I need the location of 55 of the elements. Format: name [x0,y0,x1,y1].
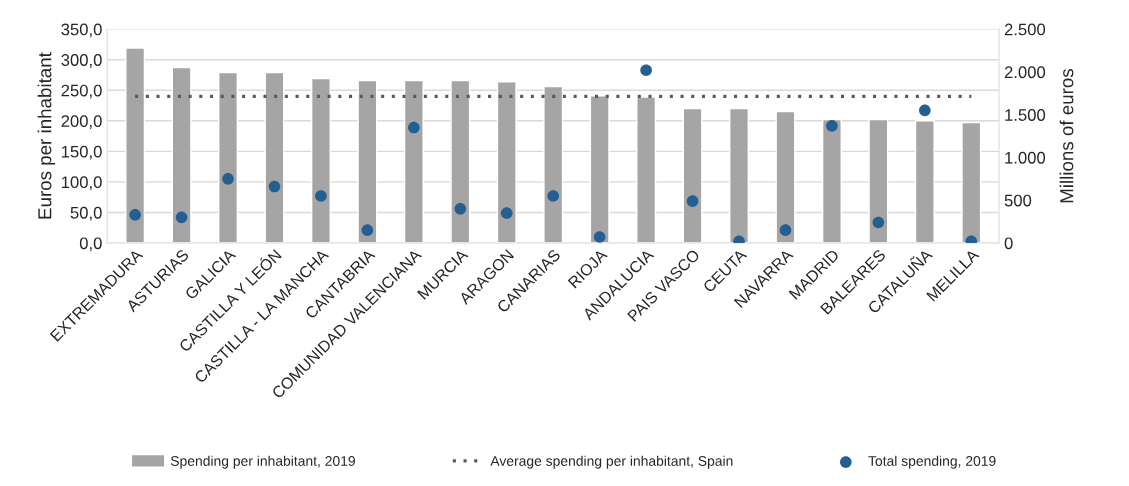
y2-tick-label: 0 [1004,237,1013,250]
bar [961,121,982,243]
bar [775,110,796,243]
y-tick-label: 50,0 [70,206,102,221]
bar [682,107,703,243]
bar [543,85,564,243]
point [268,180,281,193]
bar [868,118,889,243]
y2-axis-title: Millions of euros [1059,69,1074,203]
bar [171,66,192,243]
y-tick-label: 150,0 [61,145,102,160]
point [129,208,141,221]
y2-tick-label: 1.000 [1005,151,1046,164]
y2-tick-label: 500 [1004,194,1032,207]
point [826,120,838,132]
bar [264,71,285,243]
point [686,195,699,207]
y-tick-label: 300,0 [61,54,102,68]
point [500,207,513,219]
y-tick-label: 0,0 [79,237,102,252]
bar [589,95,610,243]
bar [357,79,378,243]
bar [403,79,424,243]
y-axis-title: Euros per inhabitant [37,52,56,219]
point [454,202,467,215]
point [361,224,374,236]
bar [496,81,517,243]
y-tick-label: 350,0 [61,23,102,38]
point [640,64,652,77]
bar [914,120,935,243]
bar [310,77,331,243]
y2-tick-label: 2.500 [1004,23,1046,36]
y-tick-label: 250,0 [61,84,102,99]
legend-label: Average spending per inhabitant, Spain [490,455,733,469]
y2-tick-label: 1.500 [1005,109,1046,121]
point [872,216,885,229]
y-tick-label: 200,0 [61,115,102,129]
bar [450,79,471,243]
point [175,211,188,224]
point [593,231,606,243]
point [222,173,234,185]
point [919,104,931,117]
legend-label: Total spending, 2019 [868,455,996,469]
point [315,190,327,202]
y2-tick-label: 2.000 [1004,66,1046,79]
legend-label: Spending per inhabitant, 2019 [170,455,355,469]
bar [125,47,146,243]
point [779,224,792,236]
bar [821,118,842,243]
bar [729,107,750,243]
bar [636,96,657,243]
bar [218,71,239,243]
point [547,190,560,202]
point [408,121,420,134]
y-tick-label: 100,0 [61,176,102,191]
